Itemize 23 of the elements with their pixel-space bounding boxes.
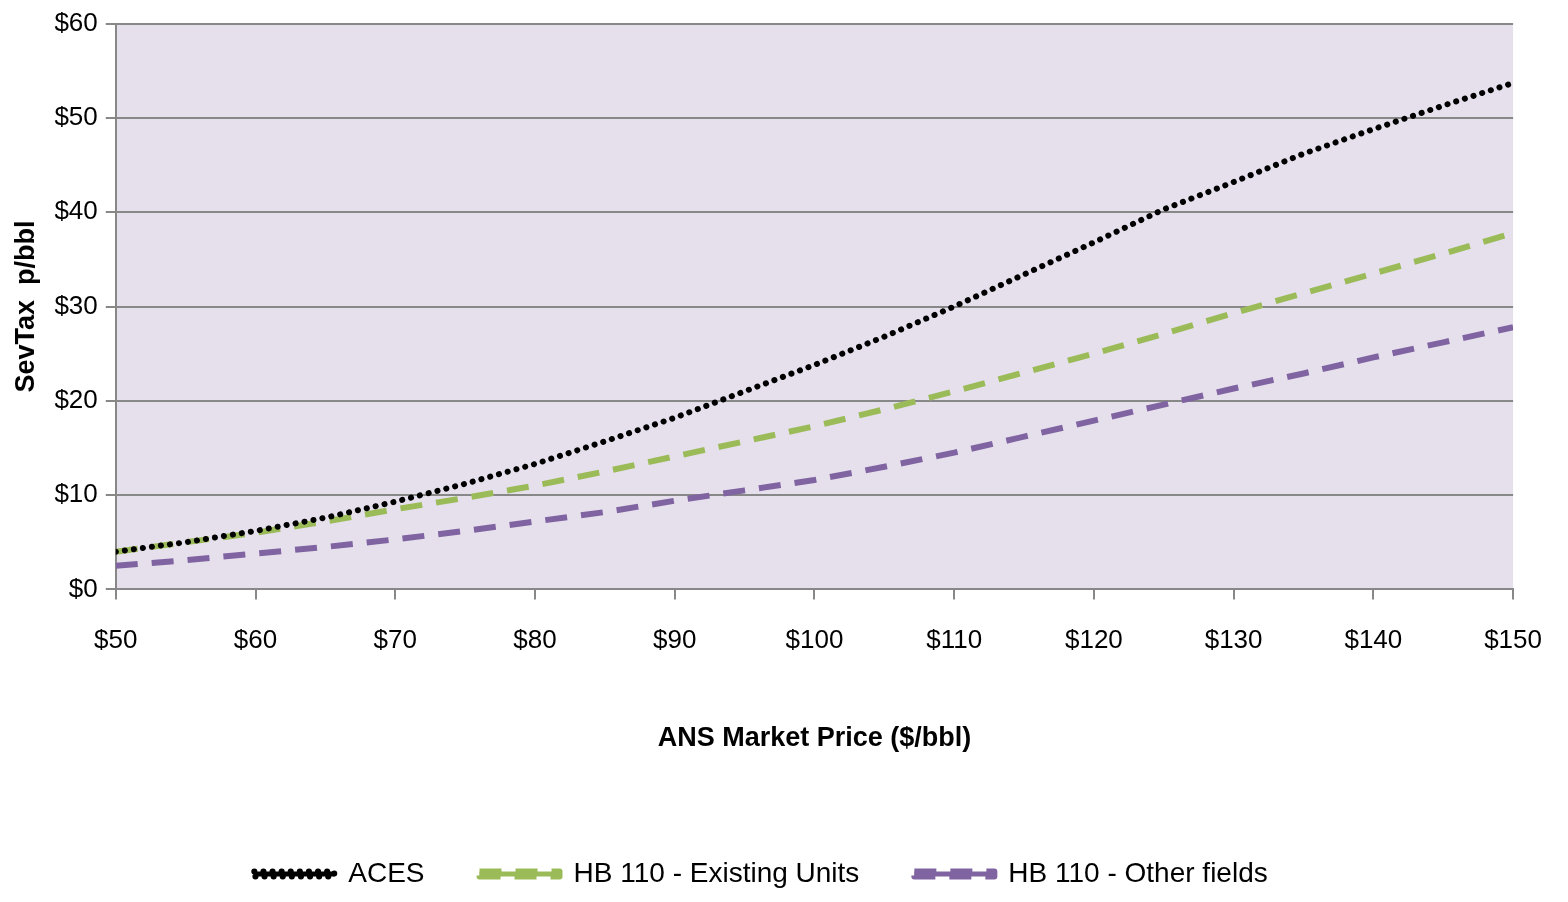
x-tick-label: $90: [653, 624, 697, 655]
legend-label: HB 110 - Existing Units: [573, 856, 860, 888]
x-tick-label: $120: [1064, 624, 1123, 655]
x-tick-label: $60: [233, 624, 278, 655]
y-tick-label: $20: [54, 383, 98, 414]
legend-label: ACES: [348, 856, 425, 888]
x-axis-title: ANS Market Price ($/bbl): [657, 722, 972, 753]
x-tick-label: $140: [1344, 624, 1403, 655]
x-tick-label: $50: [94, 624, 138, 655]
y-tick-label: $0: [68, 572, 98, 603]
x-tick-label: $80: [513, 624, 557, 655]
y-tick-label: $50: [54, 101, 98, 132]
x-tick-label: $130: [1204, 624, 1263, 655]
x-tick-label: $150: [1484, 624, 1542, 655]
legend-label: HB 110 - Other fields: [1008, 856, 1268, 888]
y-tick-label: $40: [54, 195, 98, 226]
y-tick-label: $30: [54, 289, 98, 320]
y-tick-label: $60: [54, 6, 98, 37]
x-tick-label: $100: [785, 624, 844, 655]
x-tick-label: $110: [926, 624, 983, 655]
y-tick-label: $10: [54, 478, 98, 509]
y-axis-title: SevTax p/bbl: [9, 220, 40, 393]
x-tick-label: $70: [373, 624, 417, 655]
